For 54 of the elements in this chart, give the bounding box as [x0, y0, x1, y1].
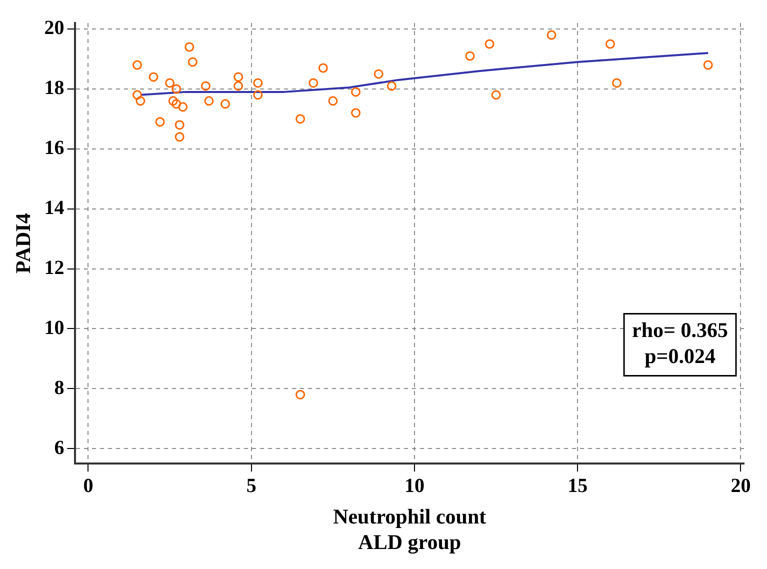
point: [296, 114, 306, 124]
point: [178, 102, 188, 112]
x-tick-label: 0: [83, 474, 94, 497]
y-tick-label: 12: [44, 256, 64, 279]
x-tick-label: 5: [246, 474, 256, 497]
point: [351, 87, 361, 97]
x-tick-label: 10: [404, 474, 424, 497]
point: [296, 390, 306, 400]
point: [174, 120, 184, 130]
y-tick-label: 18: [44, 77, 64, 100]
y-tick-label: 20: [44, 17, 64, 40]
x-tick-label: 15: [568, 474, 588, 497]
point: [308, 78, 318, 88]
point: [165, 78, 175, 88]
y-axis-title: PADI4: [11, 212, 36, 274]
point: [184, 42, 194, 52]
annotation: p=0.024: [644, 344, 716, 368]
point: [253, 78, 263, 88]
point: [155, 117, 165, 127]
point: [188, 57, 198, 67]
x-tick-label: 20: [730, 474, 751, 497]
point: [351, 108, 361, 118]
point: [605, 39, 615, 49]
y-tick-label: 16: [44, 137, 64, 160]
y-tick-label: 8: [54, 376, 64, 399]
point: [172, 84, 182, 94]
point: [220, 99, 230, 109]
point: [234, 81, 244, 91]
point: [234, 72, 244, 82]
annotation: rho= 0.365: [632, 318, 728, 342]
y-tick-label: 10: [44, 316, 64, 339]
point: [174, 132, 184, 142]
point: [465, 51, 475, 61]
point: [491, 90, 501, 100]
point: [172, 99, 182, 109]
point: [612, 78, 622, 88]
point: [148, 72, 158, 82]
point: [168, 96, 178, 106]
point: [484, 39, 494, 49]
point: [386, 81, 396, 91]
point: [328, 96, 338, 106]
point: [136, 96, 146, 106]
point: [546, 30, 556, 40]
x-axis-title: Neutrophil count ALD group: [333, 504, 486, 554]
point: [204, 96, 214, 106]
point: [318, 63, 328, 73]
y-tick-label: 6: [54, 436, 64, 459]
y-tick-label: 14: [44, 197, 64, 220]
point: [253, 90, 263, 100]
point: [132, 90, 142, 100]
point: [374, 69, 384, 79]
point: [703, 60, 713, 70]
point: [200, 81, 210, 91]
point: [132, 60, 142, 70]
